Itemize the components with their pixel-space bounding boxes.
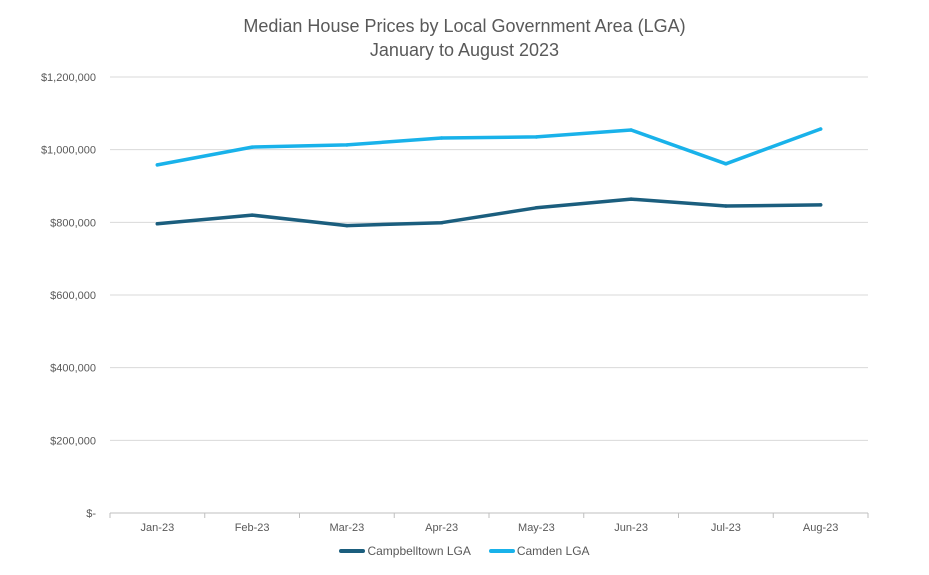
legend-label: Campbelltown LGA [367, 544, 471, 558]
x-tick-label: Jul-23 [711, 522, 741, 534]
data-point [155, 163, 160, 167]
y-tick-label: $- [86, 508, 96, 520]
x-axis: Jan-23 Feb-23 Mar-23 Apr-23 May-23 Jun-23 Jul-… [109, 512, 869, 534]
series-line-1 [155, 127, 823, 167]
data-point [155, 222, 160, 226]
y-tick-label: $200,000 [50, 435, 96, 447]
data-point [818, 127, 823, 131]
y-tick-label: $1,000,000 [41, 145, 96, 157]
series-line-0 [155, 197, 823, 228]
y-tick-label: $1,200,000 [41, 72, 96, 84]
data-point [439, 220, 444, 225]
data-point [534, 206, 539, 210]
data-point [250, 145, 254, 149]
x-tick-label: Mar-23 [329, 522, 364, 534]
data-point [629, 128, 633, 132]
gridlines [110, 76, 868, 441]
data-point [345, 223, 349, 228]
x-tick-label: Aug-23 [803, 522, 838, 534]
x-tick-label: Jan-23 [141, 522, 175, 534]
y-tick-label: $800,000 [50, 217, 96, 229]
data-point [724, 204, 728, 208]
data-point [629, 197, 633, 201]
legend-item: Campbelltown LGA [339, 544, 471, 558]
x-tick-label: Apr-23 [425, 522, 458, 534]
legend-item: Camden LGA [488, 544, 590, 558]
x-tick-label: Jun-23 [614, 522, 648, 534]
data-point [250, 213, 254, 217]
legend-swatch [488, 549, 515, 553]
data-point [534, 135, 539, 139]
x-tick-label: Feb-23 [235, 522, 270, 534]
chart-title: Median House Prices by Local Government … [0, 14, 929, 62]
chart-title-main: Median House Prices by Local Government … [243, 16, 686, 36]
chart-subtitle: January to August 2023 [369, 40, 560, 60]
x-tick-label: May-23 [518, 522, 555, 534]
y-tick-label: $600,000 [50, 290, 96, 302]
data-point [439, 136, 444, 140]
y-axis: $- $200,000 $400,000 $600,000 $800,000 $1,000… [41, 72, 96, 520]
data-point [818, 203, 823, 207]
legend: Campbelltown LGA Camden LGA [0, 544, 929, 558]
series-lines [155, 127, 823, 228]
legend-swatch [339, 549, 366, 553]
legend-label: Camden LGA [516, 544, 590, 558]
data-point [345, 143, 349, 147]
data-point [724, 162, 728, 166]
y-tick-label: $400,000 [50, 363, 96, 375]
